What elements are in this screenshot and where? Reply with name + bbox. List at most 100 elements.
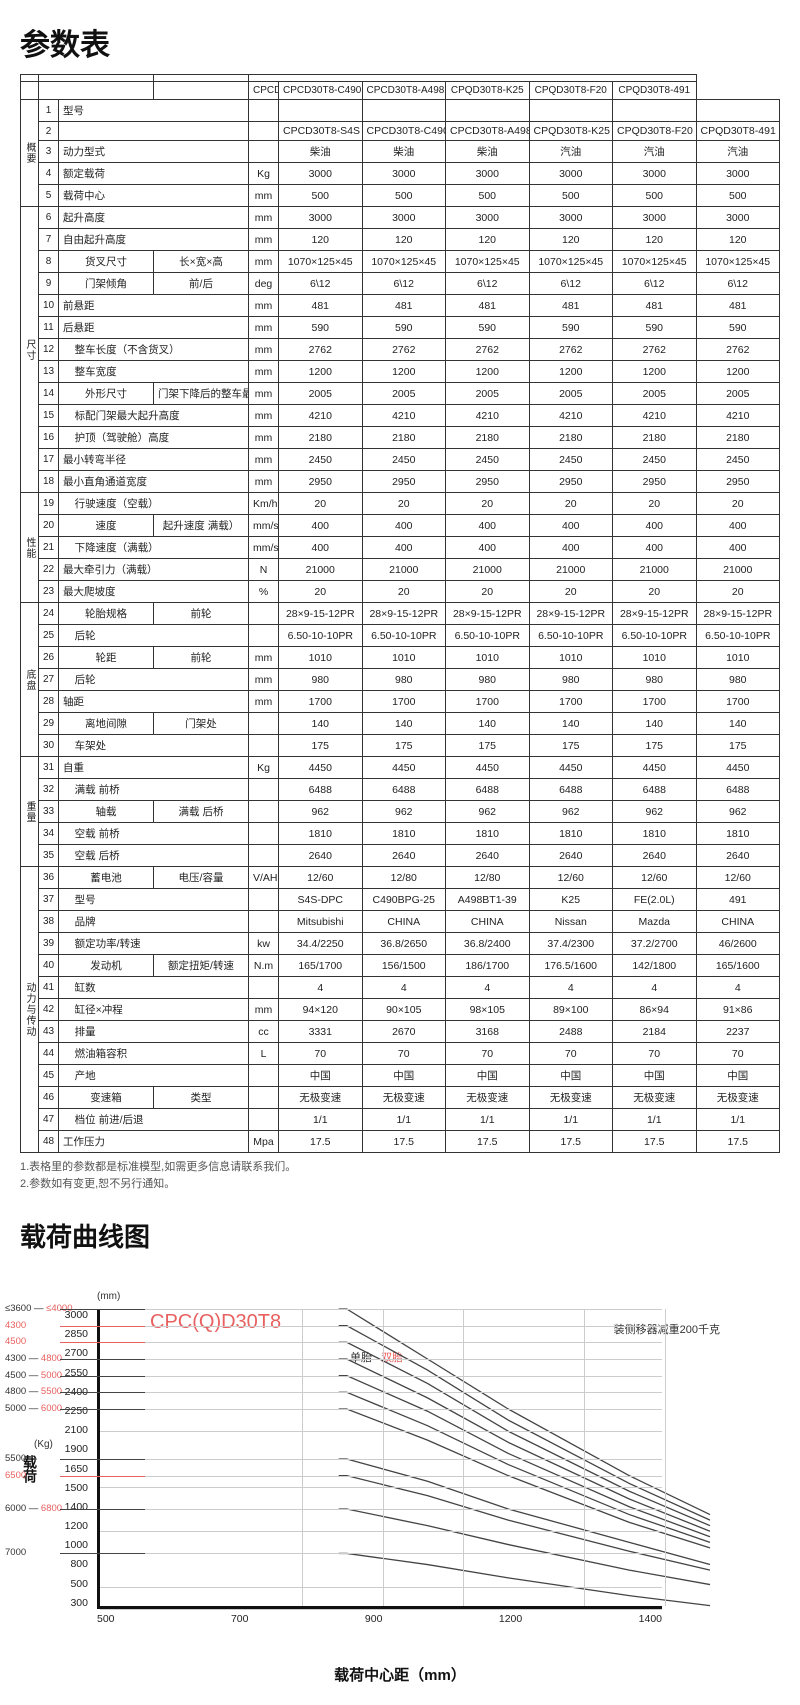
row-index-19: 19 — [39, 493, 59, 515]
cell-row20-col5: 400 — [696, 515, 780, 537]
cell-row6-col5: 3000 — [696, 207, 780, 229]
cell-row41-col0: 4 — [279, 977, 363, 999]
row-label-4: 额定载荷 — [59, 163, 249, 185]
cell-row27-col5: 980 — [696, 669, 780, 691]
group-label-3: 底盘 — [21, 603, 39, 757]
cell-row9-col1: 6\12 — [362, 273, 446, 295]
cell-row37-col4: FE(2.0L) — [613, 889, 697, 911]
cell-row1-col2 — [446, 100, 530, 122]
gridline-h-2250 — [100, 1392, 662, 1393]
row-sub-44: 燃油箱容积 — [59, 1043, 249, 1065]
cell-row3-col5: 汽油 — [696, 141, 780, 163]
cell-row27-col4: 980 — [613, 669, 697, 691]
row-index-30: 30 — [39, 735, 59, 757]
row-unit-27: mm — [249, 669, 279, 691]
page-title: 参数表 — [20, 20, 780, 64]
table-notes: 1.表格里的参数都是标准模型,如需更多信息请联系我们。 2.参数如有变更,恕不另… — [20, 1159, 780, 1192]
model-header-4: CPQD30T8-F20 — [529, 82, 613, 100]
cell-row13-col1: 1200 — [362, 361, 446, 383]
gridline-h-2400 — [100, 1376, 662, 1377]
cell-row19-col2: 20 — [446, 493, 530, 515]
row-index-39: 39 — [39, 933, 59, 955]
cell-row22-col0: 21000 — [279, 559, 363, 581]
cell-row36-col4: 12/60 — [613, 867, 697, 889]
cell-row27-col0: 980 — [279, 669, 363, 691]
cell-row1-col1 — [362, 100, 446, 122]
curve-label-black-0: ≤3600 — [5, 1303, 31, 1314]
cell-row17-col1: 2450 — [362, 449, 446, 471]
cell-row15-col1: 4210 — [362, 405, 446, 427]
x-axis-title: 载荷中心距（mm） — [20, 1664, 780, 1685]
cell-row24-col3: 28×9-15-12PR — [529, 603, 613, 625]
cell-row28-col4: 1700 — [613, 691, 697, 713]
curve-label-red-2: 4500 — [5, 1336, 26, 1347]
load-curve-9 — [339, 1509, 710, 1585]
row-index-34: 34 — [39, 823, 59, 845]
row-label-10: 前悬距 — [59, 295, 249, 317]
header-unit-cell-2 — [154, 82, 249, 100]
cell-row25-col3: 6.50-10-10PR — [529, 625, 613, 647]
gridline-h-2100 — [100, 1409, 662, 1410]
cell-row13-col0: 1200 — [279, 361, 363, 383]
cell-row1-col0 — [279, 100, 363, 122]
cell-row26-col3: 1010 — [529, 647, 613, 669]
row-index-47: 47 — [39, 1109, 59, 1131]
row-label-29: 离地间隙 — [59, 713, 154, 735]
cell-row6-col4: 3000 — [613, 207, 697, 229]
row-sub-21: 下降速度（满载） — [59, 537, 249, 559]
cell-row16-col1: 2180 — [362, 427, 446, 449]
row-sub-30: 车架处 — [59, 735, 249, 757]
cell-row44-col4: 70 — [613, 1043, 697, 1065]
x-tick-900: 900 — [365, 1613, 383, 1625]
row-index-11: 11 — [39, 317, 59, 339]
cell-row35-col1: 2640 — [362, 845, 446, 867]
cell-row37-col5: 491 — [696, 889, 780, 911]
cell-row33-col2: 962 — [446, 801, 530, 823]
cell-row17-col0: 2450 — [279, 449, 363, 471]
row-unit-11: mm — [249, 317, 279, 339]
cell-row29-col5: 140 — [696, 713, 780, 735]
cell-row20-col3: 400 — [529, 515, 613, 537]
curve-leader-5 — [60, 1392, 145, 1393]
row-unit-47 — [249, 1109, 279, 1131]
curve-label-8: 6500 — [5, 1470, 26, 1481]
cell-row3-col1: 柴油 — [362, 141, 446, 163]
gridline-h-2700 — [100, 1342, 662, 1343]
curve-label-black-6: 5000 — [5, 1403, 26, 1414]
gridline-h-1500 — [100, 1476, 662, 1477]
row-sub-33: 满载 后桥 — [154, 801, 249, 823]
cell-row16-col3: 2180 — [529, 427, 613, 449]
cell-row14-col5: 2005 — [696, 383, 780, 405]
curve-label-black-10: 7000 — [5, 1547, 26, 1558]
cell-row39-col5: 46/2600 — [696, 933, 780, 955]
cell-row1-col4 — [613, 100, 697, 122]
row-index-37: 37 — [39, 889, 59, 911]
row-index-22: 22 — [39, 559, 59, 581]
row-sub-20: 起升速度 满载） — [154, 515, 249, 537]
cell-row40-col5: 165/1600 — [696, 955, 780, 977]
cell-row27-col1: 980 — [362, 669, 446, 691]
y-tick-1200: 1200 — [52, 1520, 88, 1532]
cell-row45-col2: 中国 — [446, 1065, 530, 1087]
cell-row9-col2: 6\12 — [446, 273, 530, 295]
row-unit-24 — [249, 603, 279, 625]
cell-row36-col5: 12/60 — [696, 867, 780, 889]
cell-row4-col0: 3000 — [279, 163, 363, 185]
cell-row46-col3: 无极变速 — [529, 1087, 613, 1109]
row-label-48: 工作压力 — [59, 1131, 249, 1153]
cell-row12-col3: 2762 — [529, 339, 613, 361]
row-sub-42: 缸径×冲程 — [59, 999, 249, 1021]
row-unit-36: V/AH — [249, 867, 279, 889]
row-sub-45: 产地 — [59, 1065, 249, 1087]
cell-row35-col5: 2640 — [696, 845, 780, 867]
cell-row25-col0: 6.50-10-10PR — [279, 625, 363, 647]
row-label-20: 速度 — [59, 515, 154, 537]
cell-row30-col3: 175 — [529, 735, 613, 757]
chart-plot-inner: ≤3600 — ≤4000 4300 4500 4300 — 4800 4500… — [97, 1309, 662, 1609]
curve-leader-6 — [60, 1409, 145, 1410]
row-unit-32 — [249, 779, 279, 801]
cell-row12-col0: 2762 — [279, 339, 363, 361]
row-unit-46 — [249, 1087, 279, 1109]
cell-row8-col5: 1070×125×45 — [696, 251, 780, 273]
gridline-v-1400 — [665, 1309, 666, 1606]
